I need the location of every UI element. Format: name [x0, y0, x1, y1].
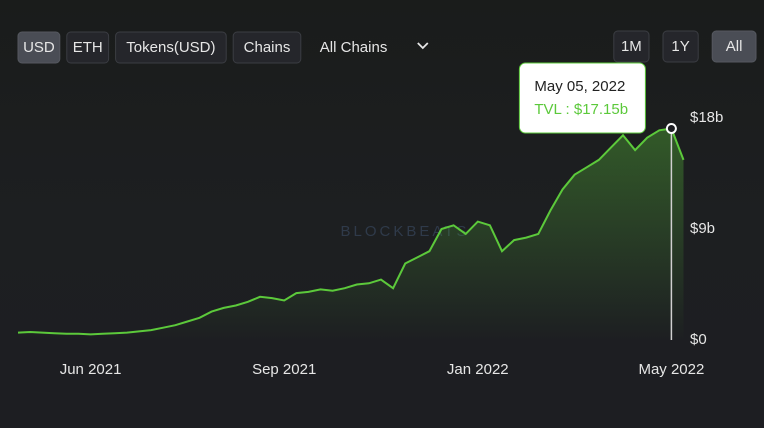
currency-button-label[interactable]: ETH	[73, 39, 103, 56]
x-tick-label: Jan 2022	[447, 361, 509, 378]
hover-point	[665, 122, 677, 134]
range-button-label[interactable]: 1M	[621, 38, 642, 55]
currency-button[interactable]	[115, 31, 227, 64]
y-tick-label: $18b	[690, 109, 723, 126]
y-tick-label: $9b	[690, 220, 715, 237]
currency-button-label[interactable]: USD	[23, 39, 55, 56]
y-tick-label: $0	[690, 331, 707, 348]
x-tick-label: Sep 2021	[252, 361, 316, 378]
tooltip-box	[518, 62, 646, 134]
currency-button[interactable]	[66, 31, 110, 64]
range-button-label[interactable]: All	[726, 38, 743, 55]
currency-button-label[interactable]: Chains	[244, 39, 291, 56]
range-button[interactable]	[662, 30, 699, 63]
currency-button[interactable]	[232, 31, 302, 64]
range-button[interactable]	[613, 30, 650, 63]
chain-select[interactable]: All Chains	[320, 39, 388, 56]
x-tick-label: Jun 2021	[60, 361, 122, 378]
watermark: BLOCKBEATS	[341, 223, 470, 240]
tooltip-date: May 05, 2022	[534, 78, 625, 95]
range-button[interactable]	[711, 30, 757, 63]
currency-button-label[interactable]: Tokens(USD)	[126, 39, 215, 56]
area-fill	[18, 128, 684, 340]
range-button-label[interactable]: 1Y	[671, 38, 689, 55]
tooltip-value: TVL : $17.15b	[534, 101, 628, 118]
currency-button[interactable]	[17, 31, 61, 64]
tvl-line	[17, 127, 685, 336]
x-tick-label: May 2022	[638, 361, 704, 378]
dropdown-arrow[interactable]	[417, 42, 429, 50]
